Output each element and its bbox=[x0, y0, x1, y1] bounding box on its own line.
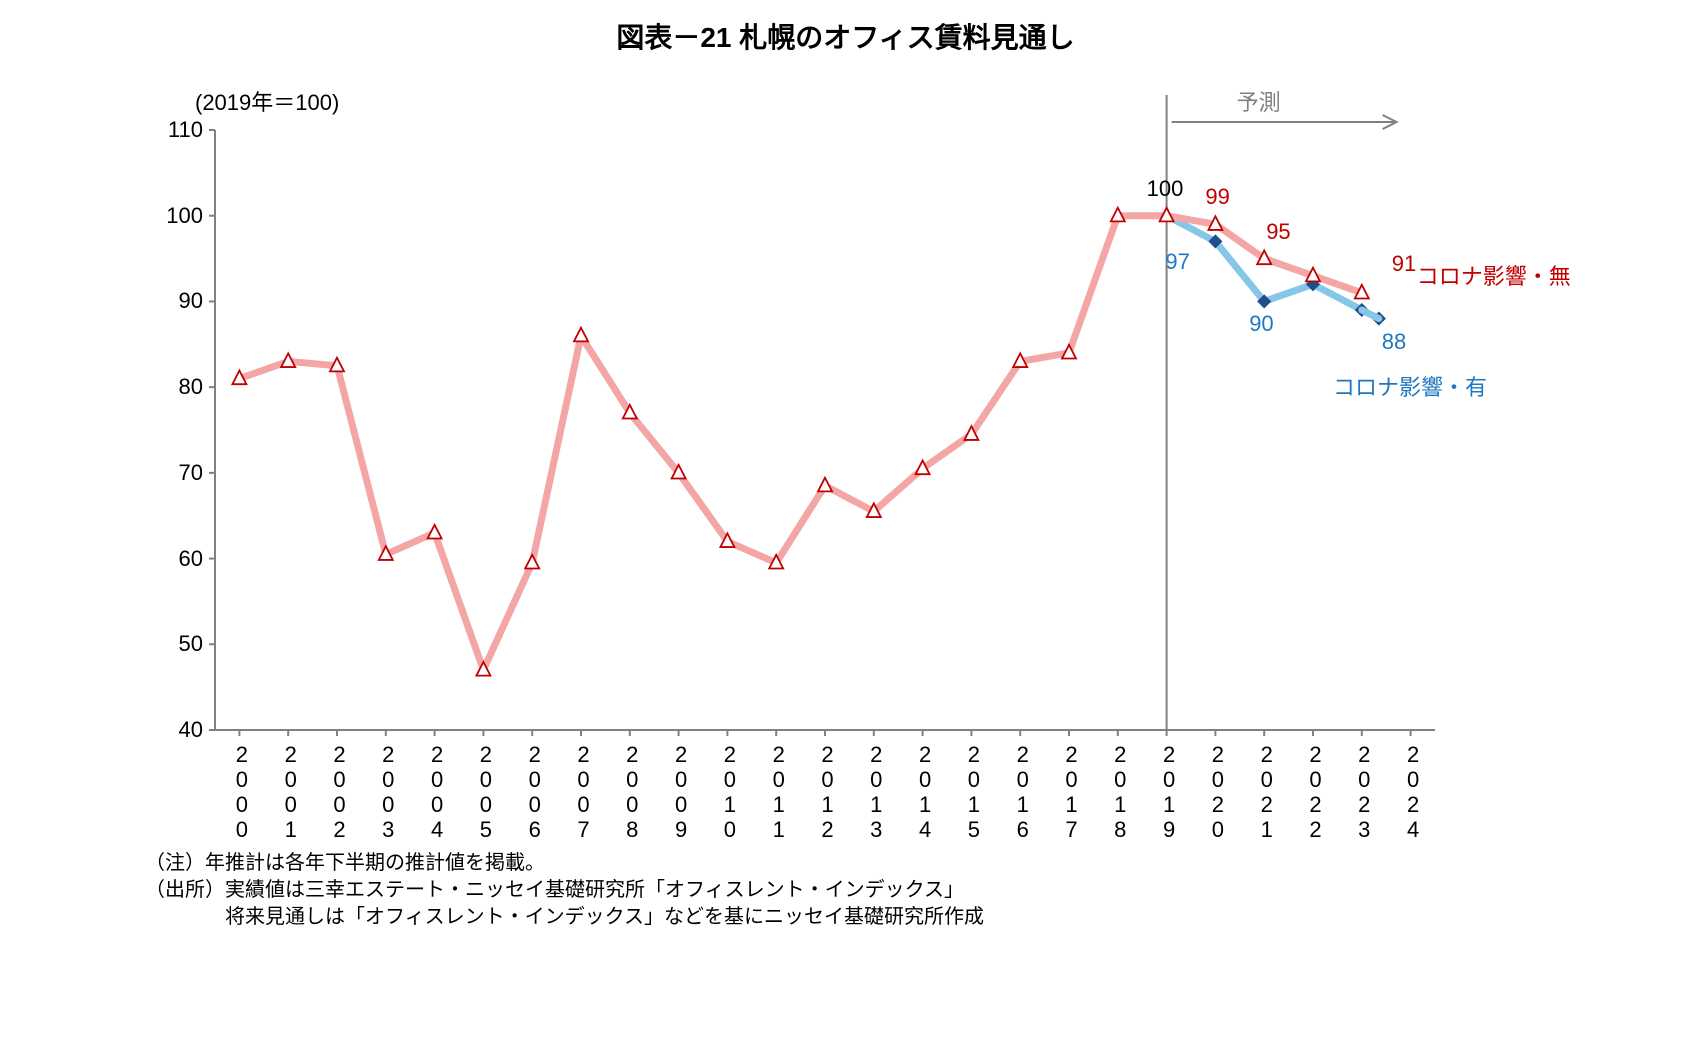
note-line-3: 将来見通しは「オフィスレント・インデックス」などを基にニッセイ基礎研究所作成 bbox=[145, 904, 984, 931]
series-label-no-corona: コロナ影響・無 bbox=[1417, 259, 1571, 291]
x-tick-label: 2010 bbox=[716, 742, 742, 842]
x-tick-label: 2018 bbox=[1107, 742, 1133, 842]
x-tick-label: 2001 bbox=[277, 742, 303, 842]
note-line-1: （注）年推計は各年下半期の推計値を掲載。 bbox=[145, 850, 984, 877]
note-line-2: （出所）実績値は三幸エステート・ニッセイ基礎研究所「オフィスレント・インデックス… bbox=[145, 877, 984, 904]
chart-notes: （注）年推計は各年下半期の推計値を掲載。 （出所）実績値は三幸エステート・ニッセ… bbox=[145, 850, 984, 931]
x-tick-label: 2011 bbox=[765, 742, 791, 842]
x-tick-label: 2005 bbox=[472, 742, 498, 842]
data-point-label: 99 bbox=[1205, 184, 1229, 210]
x-tick-label: 2006 bbox=[521, 742, 547, 842]
x-tick-label: 2015 bbox=[960, 742, 986, 842]
data-point-label: 88 bbox=[1382, 329, 1406, 355]
y-tick-label: 90 bbox=[143, 288, 203, 314]
x-tick-label: 2020 bbox=[1204, 742, 1230, 842]
x-tick-label: 2013 bbox=[863, 742, 889, 842]
y-tick-label: 40 bbox=[143, 717, 203, 743]
x-tick-label: 2008 bbox=[619, 742, 645, 842]
series-label-with-corona: コロナ影響・有 bbox=[1333, 370, 1487, 402]
x-tick-label: 2017 bbox=[1058, 742, 1084, 842]
data-point-label: 90 bbox=[1249, 311, 1273, 337]
x-tick-label: 2023 bbox=[1351, 742, 1377, 842]
y-tick-label: 100 bbox=[143, 203, 203, 229]
y-tick-label: 80 bbox=[143, 374, 203, 400]
x-tick-label: 2000 bbox=[228, 742, 254, 842]
x-tick-label: 2014 bbox=[912, 742, 938, 842]
x-tick-label: 2016 bbox=[1009, 742, 1035, 842]
data-point-label: 97 bbox=[1165, 249, 1189, 275]
x-tick-label: 2019 bbox=[1156, 742, 1182, 842]
y-tick-label: 50 bbox=[143, 631, 203, 657]
x-tick-label: 2022 bbox=[1302, 742, 1328, 842]
x-tick-label: 2004 bbox=[424, 742, 450, 842]
y-tick-label: 70 bbox=[143, 460, 203, 486]
data-point-label: 91 bbox=[1392, 251, 1416, 277]
x-tick-label: 2009 bbox=[668, 742, 694, 842]
data-point-label: 100 bbox=[1147, 176, 1184, 202]
y-tick-label: 110 bbox=[143, 117, 203, 143]
x-tick-label: 2012 bbox=[814, 742, 840, 842]
x-tick-label: 2007 bbox=[570, 742, 596, 842]
x-tick-label: 2021 bbox=[1253, 742, 1279, 842]
x-tick-label: 2024 bbox=[1400, 742, 1426, 842]
y-tick-label: 60 bbox=[143, 546, 203, 572]
data-point-label: 95 bbox=[1266, 219, 1290, 245]
x-tick-label: 2003 bbox=[375, 742, 401, 842]
x-tick-label: 2002 bbox=[326, 742, 352, 842]
